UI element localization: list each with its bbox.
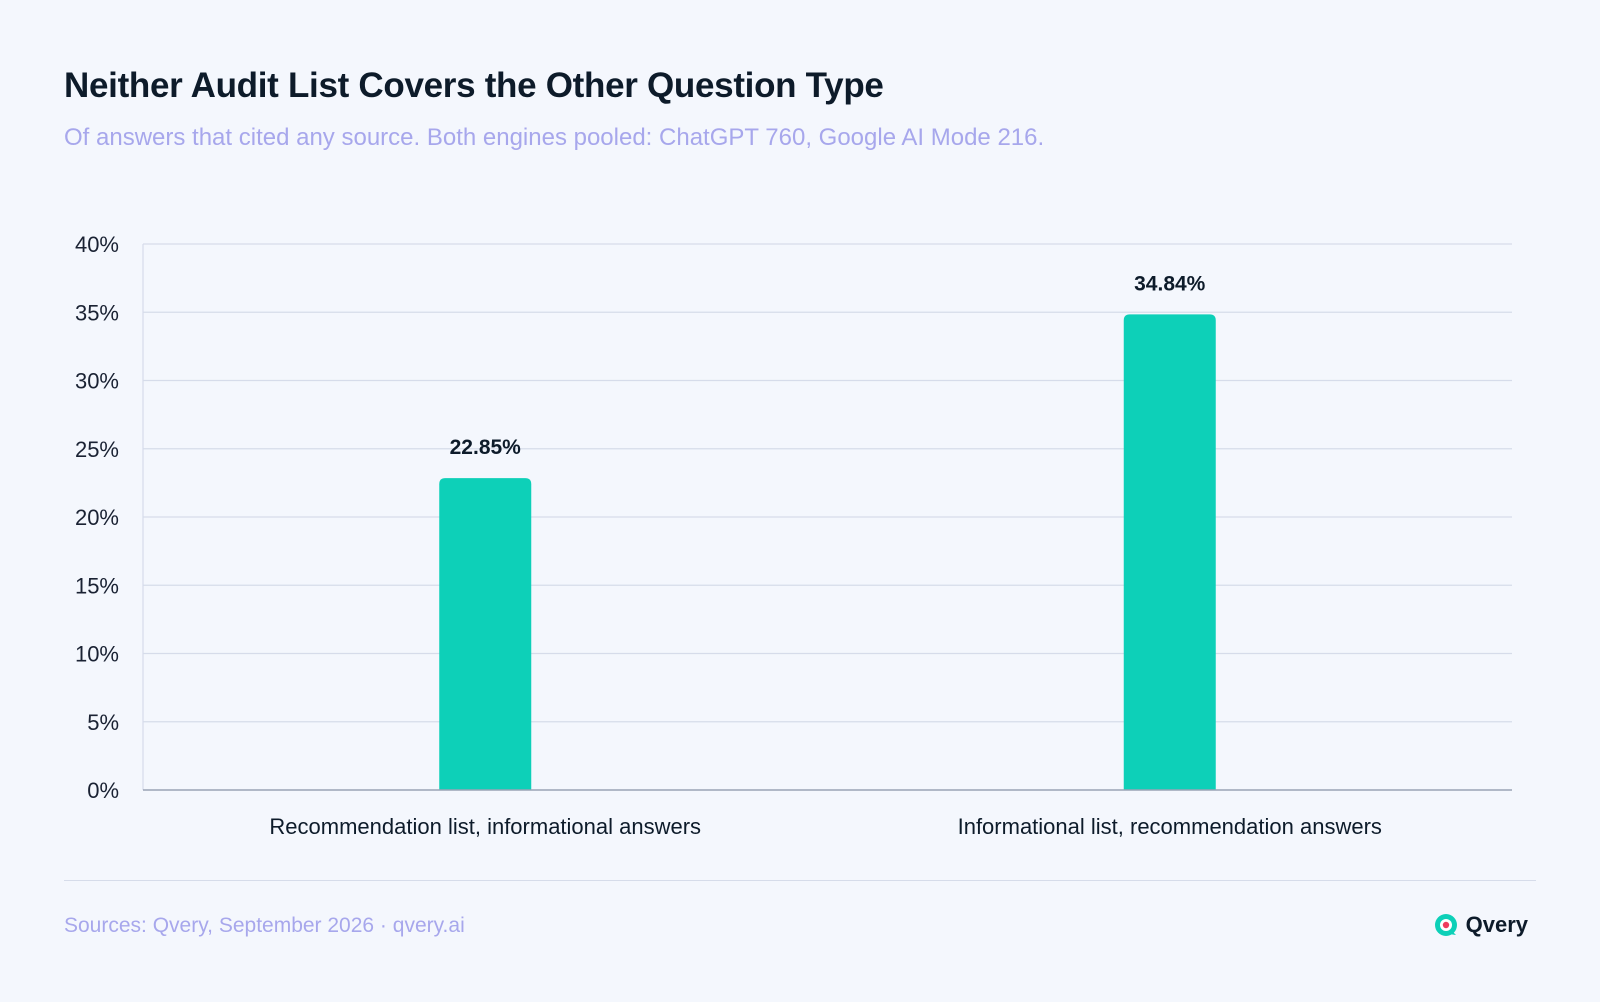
- y-tick-label: 10%: [75, 642, 119, 667]
- y-tick-label: 20%: [75, 505, 119, 530]
- y-tick-label: 30%: [75, 369, 119, 394]
- y-tick-label: 0%: [87, 778, 119, 803]
- footer-divider: [64, 880, 1536, 881]
- brand-name: Qvery: [1465, 912, 1528, 937]
- bar: [1123, 314, 1216, 790]
- x-tick-label: Recommendation list, informational answe…: [269, 814, 701, 839]
- brand: Qvery: [1434, 912, 1528, 938]
- y-tick-label: 15%: [75, 573, 119, 598]
- data-label: 22.85%: [450, 436, 522, 459]
- y-tick-label: 35%: [75, 300, 119, 325]
- qvery-logo-icon: [1434, 914, 1457, 936]
- bar-chart: 0% 5% 10% 15% 20% 25% 30% 35% 40% 22.85% Recommend…: [75, 232, 1512, 839]
- chart-subtitle: Of answers that cited any source. Both e…: [64, 124, 1045, 151]
- chart-title: Neither Audit List Covers the Other Ques…: [64, 66, 884, 105]
- source-note: Sources: Qvery, September 2026 · qvery.a…: [64, 914, 465, 937]
- y-tick-label: 40%: [75, 232, 119, 257]
- x-tick-label: Informational list, recommendation answe…: [958, 814, 1382, 839]
- bar: [439, 478, 532, 790]
- data-label: 34.84%: [1134, 272, 1206, 295]
- y-tick-label: 5%: [87, 710, 119, 735]
- y-tick-label: 25%: [75, 437, 119, 462]
